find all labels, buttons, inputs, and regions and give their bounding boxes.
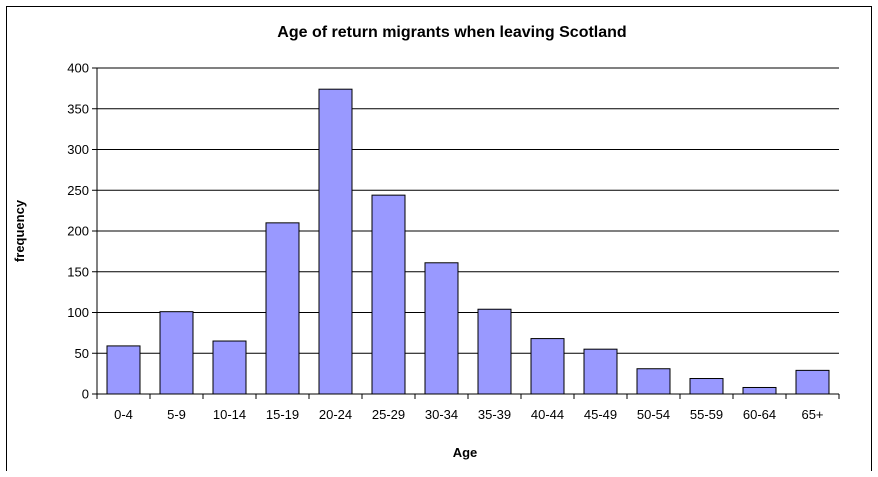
- x-tick-label: 40-44: [531, 407, 564, 422]
- bar-30-34: [424, 262, 459, 395]
- bar-20-24: [318, 88, 353, 395]
- bar-40-44: [530, 338, 565, 395]
- x-tick-label: 5-9: [167, 407, 186, 422]
- bar-5-9: [159, 311, 194, 395]
- x-axis-title: Age: [453, 445, 478, 460]
- bar-25-29: [371, 194, 406, 395]
- x-tick-labels: 0-4 5-9 10-14 15-19 20-24 25-29 30-34 35-39 40-4…: [114, 407, 823, 422]
- x-tick-label: 25-29: [372, 407, 405, 422]
- x-tick-label: 35-39: [478, 407, 511, 422]
- chart-title: Age of return migrants when leaving Scot…: [277, 24, 626, 41]
- x-tick-label: 15-19: [266, 407, 299, 422]
- x-tick-label: 30-34: [425, 407, 458, 422]
- x-tick-label: 60-64: [743, 407, 776, 422]
- x-tick-label: 10-14: [213, 407, 246, 422]
- x-tick-label: 20-24: [319, 407, 352, 422]
- bar-35-39: [477, 308, 512, 395]
- axes: [92, 67, 840, 399]
- bar-15-19: [265, 222, 300, 395]
- y-tick-label: 150: [67, 264, 89, 279]
- bar-60-64: [742, 386, 777, 395]
- bar-45-49: [583, 348, 618, 395]
- y-tick-labels: 0 50 100 150 200 250 300 350 400: [67, 61, 89, 402]
- x-tick-label: 65+: [801, 407, 823, 422]
- x-tick-label: 45-49: [584, 407, 617, 422]
- y-tick-label: 100: [67, 305, 89, 320]
- y-tick-label: 50: [75, 346, 89, 361]
- y-tick-label: 400: [67, 61, 89, 76]
- y-tick-label: 250: [67, 183, 89, 198]
- bar-65+: [795, 369, 830, 395]
- y-tick-label: 300: [67, 142, 89, 157]
- gridlines: [97, 67, 839, 354]
- y-axis-title: frequency: [12, 199, 27, 262]
- x-tick-label: 0-4: [114, 407, 133, 422]
- bar-0-4: [106, 345, 141, 395]
- bar-55-59: [689, 378, 724, 395]
- y-tick-label: 350: [67, 101, 89, 116]
- x-tick-label: 50-54: [637, 407, 670, 422]
- y-tick-label: 0: [82, 387, 89, 402]
- x-tick-label: 55-59: [690, 407, 723, 422]
- y-tick-label: 200: [67, 224, 89, 239]
- bar-50-54: [636, 368, 671, 395]
- bars: [106, 88, 830, 395]
- bar-10-14: [212, 340, 247, 395]
